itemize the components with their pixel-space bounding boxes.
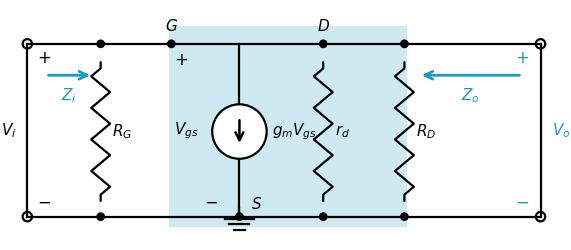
- Circle shape: [236, 213, 243, 220]
- Text: $-$: $-$: [37, 193, 51, 211]
- Circle shape: [97, 213, 104, 220]
- Text: $-$: $-$: [203, 193, 218, 211]
- Text: $S$: $S$: [251, 196, 262, 212]
- Text: $V_o$: $V_o$: [552, 121, 570, 140]
- Text: $g_m V_{gs}$: $g_m V_{gs}$: [272, 121, 317, 142]
- Text: $R_D$: $R_D$: [416, 122, 436, 141]
- Text: $+$: $+$: [174, 50, 188, 68]
- Text: $-$: $-$: [515, 193, 529, 211]
- Circle shape: [97, 40, 104, 48]
- Text: $r_d$: $r_d$: [335, 123, 350, 140]
- Circle shape: [401, 40, 408, 48]
- Text: $D$: $D$: [317, 18, 329, 34]
- Text: $Z_o$: $Z_o$: [461, 87, 480, 106]
- Text: $+$: $+$: [37, 50, 51, 68]
- Circle shape: [168, 40, 175, 48]
- Circle shape: [401, 213, 408, 220]
- Text: $G$: $G$: [165, 18, 178, 34]
- Circle shape: [320, 40, 327, 48]
- FancyBboxPatch shape: [169, 26, 407, 227]
- Circle shape: [320, 213, 327, 220]
- Circle shape: [212, 104, 267, 159]
- Text: $V_{gs}$: $V_{gs}$: [174, 120, 199, 141]
- Text: $R_G$: $R_G$: [112, 122, 132, 141]
- Text: $V_i$: $V_i$: [1, 121, 16, 140]
- Text: $Z_i$: $Z_i$: [62, 87, 77, 106]
- Text: $+$: $+$: [515, 50, 529, 68]
